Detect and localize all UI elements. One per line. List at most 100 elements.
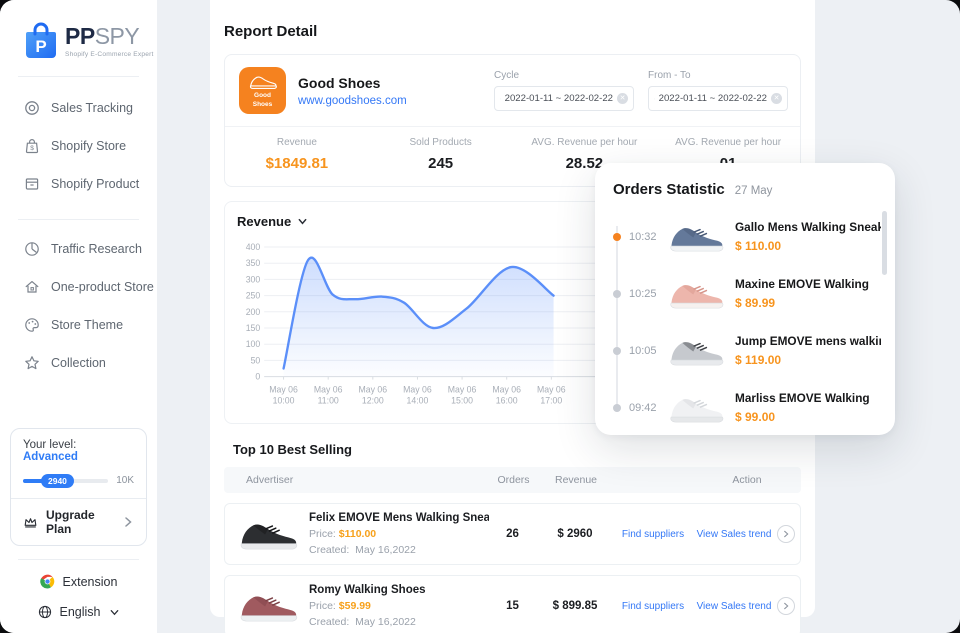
svg-text:150: 150	[246, 323, 261, 333]
store-name: Good Shoes	[298, 74, 381, 91]
level-progress-max: 10K	[116, 475, 134, 486]
top-selling-table: Advertiser Orders Revenue Action Felix E…	[224, 467, 801, 633]
stat-sold-products: Sold Products 245	[409, 137, 472, 172]
sidebar-item-shopify-product[interactable]: Shopify Product	[0, 165, 157, 203]
store-logo: Good Shoes	[239, 67, 286, 114]
view-sales-trend-link[interactable]: View Sales trend	[696, 600, 772, 612]
product-name: Felix EMOVE Mens Walking Sneakers	[309, 512, 489, 524]
star-icon	[25, 356, 39, 370]
sidebar-item-store-theme[interactable]: Store Theme	[0, 306, 157, 344]
sidebar-item-sales-tracking[interactable]: Sales Tracking	[0, 89, 157, 127]
main-panel: Report Detail Good Shoes Good Shoes www.…	[210, 0, 815, 633]
cycle-date-range-input[interactable]: 2022-01-11 ~ 2022-02-22 ✕	[494, 86, 634, 111]
calendar-icon	[500, 98, 501, 99]
product-price: $59.99	[338, 600, 371, 612]
level-card: Your level: Advanced 2940 10K Upgrade Pl…	[10, 428, 147, 546]
timeline-dot	[613, 403, 621, 412]
store-summary-card: Good Shoes Good Shoes www.goodshoes.com …	[224, 54, 801, 187]
order-item[interactable]: 09:42 Marliss EMOVE Walking $ 99.00	[613, 379, 881, 436]
palette-icon	[25, 318, 39, 332]
store-url-link[interactable]: www.goodshoes.com	[298, 94, 407, 107]
svg-text:15:00: 15:00	[451, 395, 473, 405]
clear-date-icon[interactable]: ✕	[617, 93, 628, 104]
svg-text:16:00: 16:00	[496, 395, 518, 405]
product-image	[237, 512, 299, 556]
product-image	[237, 584, 299, 628]
orders-scrollbar[interactable]	[882, 211, 887, 275]
column-action: Action	[732, 474, 762, 486]
divider	[18, 559, 139, 560]
orders-statistic-title: Orders Statistic	[613, 181, 725, 198]
timeline-dot	[613, 289, 621, 298]
view-sales-trend-link[interactable]: View Sales trend	[696, 528, 772, 540]
chart-title: Revenue	[237, 214, 292, 229]
expand-row-button[interactable]	[777, 597, 796, 615]
svg-text:11:00: 11:00	[318, 395, 339, 405]
level-progress-fill	[23, 478, 49, 483]
sidebar-item-one-product-store[interactable]: One-product Store	[0, 268, 157, 306]
svg-text:$: $	[30, 145, 34, 152]
clear-date-icon[interactable]: ✕	[771, 93, 782, 104]
svg-text:400: 400	[246, 242, 261, 252]
sidebar-item-collection[interactable]: Collection	[0, 344, 157, 382]
sidebar-nav: Sales Tracking $ Shopify Store Shopify P…	[0, 77, 157, 382]
level-label: Your level: Advanced	[23, 439, 78, 463]
order-time: 10:05	[629, 344, 657, 357]
chevron-right-icon	[784, 602, 789, 610]
level-progress-badge: 2940	[41, 473, 74, 488]
target-icon	[25, 101, 39, 115]
level-value: Advanced	[23, 451, 78, 463]
svg-text:300: 300	[246, 274, 261, 284]
orders-timeline: 10:32 Gallo Mens Walking Sneakers... $ 1…	[613, 208, 881, 436]
svg-text:350: 350	[246, 258, 261, 268]
svg-text:May 06: May 06	[448, 384, 477, 394]
order-item[interactable]: 10:32 Gallo Mens Walking Sneakers... $ 1…	[613, 208, 881, 265]
upgrade-plan-button[interactable]: Upgrade Plan	[11, 498, 146, 545]
top-selling-title: Top 10 Best Selling	[233, 442, 352, 457]
crown-icon	[24, 517, 37, 527]
from-to-filter: From - To 2022-01-11 ~ 2022-02-22 ✕	[648, 70, 788, 111]
sidebar-item-traffic-research[interactable]: Traffic Research	[0, 230, 157, 268]
order-product-name: Maxine EMOVE Walking	[735, 277, 869, 291]
row-revenue: $ 899.85	[552, 600, 598, 612]
sidebar-item-shopify-store[interactable]: $ Shopify Store	[0, 127, 157, 165]
language-selector[interactable]: English	[0, 603, 157, 633]
row-orders: 15	[506, 600, 519, 612]
order-product-image	[667, 274, 725, 314]
expand-row-button[interactable]	[777, 525, 796, 543]
find-suppliers-link[interactable]: Find suppliers	[621, 600, 685, 612]
svg-text:50: 50	[251, 355, 261, 365]
svg-text:May 06: May 06	[537, 384, 566, 394]
stat-avg-revenue-hour: AVG. Revenue per hour 28.52	[531, 137, 638, 172]
order-product-image	[667, 217, 725, 257]
svg-text:May 06: May 06	[492, 384, 521, 394]
svg-text:250: 250	[246, 290, 261, 300]
svg-text:100: 100	[246, 339, 261, 349]
sneaker-outline-icon	[249, 76, 277, 90]
product-name: Romy Walking Shoes	[309, 584, 426, 596]
svg-text:200: 200	[246, 307, 261, 317]
order-product-name: Marliss EMOVE Walking	[735, 391, 870, 405]
page-title: Report Detail	[224, 23, 318, 40]
table-row: Felix EMOVE Mens Walking Sneakers Price:…	[224, 503, 801, 565]
chevron-down-icon[interactable]	[297, 216, 308, 227]
order-time: 10:25	[629, 287, 657, 300]
order-item[interactable]: 10:25 Maxine EMOVE Walking $ 89.99	[613, 265, 881, 322]
cycle-filter-label: Cycle	[494, 70, 520, 81]
from-to-date-range-input[interactable]: 2022-01-11 ~ 2022-02-22 ✕	[648, 86, 788, 111]
product-box-icon	[25, 178, 39, 190]
extension-button[interactable]: Extension	[0, 560, 157, 603]
order-item[interactable]: 10:05 Jump EMOVE mens walking s... $ 119…	[613, 322, 881, 379]
svg-text:12:00: 12:00	[362, 395, 384, 405]
find-suppliers-link[interactable]: Find suppliers	[621, 528, 685, 540]
timeline-dot	[613, 346, 621, 355]
brand-logo: P PPSPY Shopify E-Commerce Expert	[0, 0, 157, 60]
brand-tagline: Shopify E-Commerce Expert	[65, 51, 154, 58]
column-orders: Orders	[497, 474, 530, 486]
order-product-name: Gallo Mens Walking Sneakers...	[735, 220, 881, 234]
order-time: 09:42	[629, 401, 657, 414]
order-product-image	[667, 388, 725, 428]
column-advertiser: Advertiser	[246, 474, 294, 486]
divider	[18, 219, 139, 220]
